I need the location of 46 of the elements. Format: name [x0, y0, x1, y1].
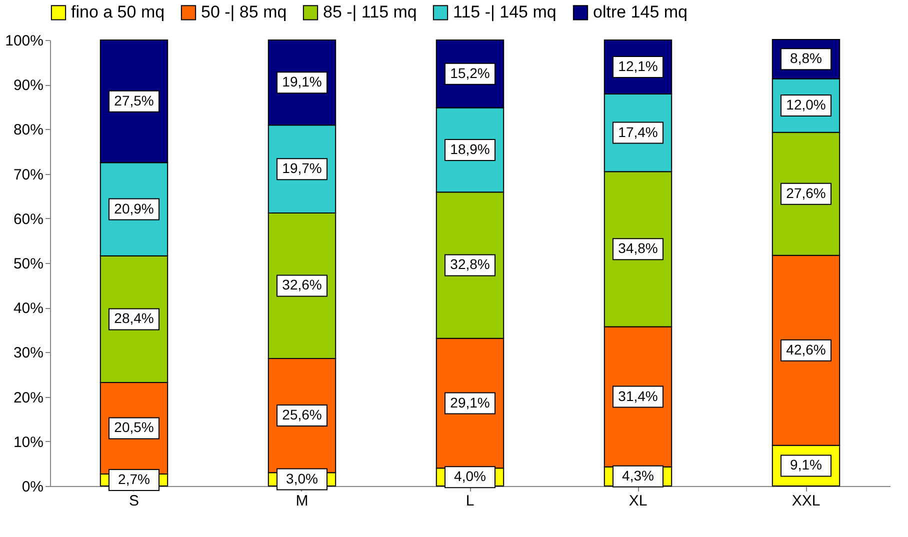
data-label: 19,1% — [282, 74, 322, 90]
data-label: 20,5% — [114, 419, 154, 436]
x-tick-label: M — [296, 492, 308, 510]
data-label: 32,8% — [450, 256, 490, 272]
y-tick-label: 0% — [22, 478, 44, 496]
data-label: 31,4% — [618, 388, 658, 404]
legend-label: oltre 145 mq — [593, 2, 688, 22]
y-tick-label: 100% — [5, 32, 44, 50]
y-tick-label: 20% — [13, 389, 44, 406]
data-label: 15,2% — [450, 64, 490, 81]
data-label: 9,1% — [790, 456, 822, 473]
data-label: 27,5% — [114, 92, 154, 108]
legend-label: 85 -| 115 mq — [323, 2, 417, 22]
legend-label: fino a 50 mq — [71, 2, 165, 22]
data-label: 3,0% — [286, 470, 318, 486]
data-label: 2,7% — [118, 470, 150, 487]
y-tick-label: 60% — [13, 210, 44, 228]
data-label: 17,4% — [618, 124, 658, 140]
x-tick-label: XXL — [792, 492, 820, 510]
x-tick-label: S — [128, 492, 140, 510]
data-label: 12,1% — [618, 58, 658, 74]
y-tick-label: 70% — [13, 166, 44, 184]
data-label: 34,8% — [618, 240, 658, 256]
data-label: 42,6% — [786, 341, 826, 358]
y-tick-label: 90% — [13, 77, 44, 94]
data-label: 12,0% — [786, 96, 826, 113]
data-label: 4,0% — [454, 468, 486, 484]
data-label: 4,3% — [622, 467, 654, 484]
data-label: 18,9% — [450, 140, 490, 157]
data-label: 27,6% — [786, 184, 826, 201]
y-tick-label: 80% — [13, 122, 44, 139]
y-tick-label: 50% — [13, 256, 44, 272]
data-label: 25,6% — [282, 406, 322, 423]
legend-label: 50 -| 85 mq — [201, 2, 287, 22]
data-label: 28,4% — [114, 310, 154, 326]
data-label: 20,9% — [114, 200, 154, 216]
x-tick-label: L — [466, 492, 474, 510]
data-label: 32,6% — [282, 276, 322, 293]
y-tick-label: 40% — [13, 300, 44, 318]
y-tick-label: 10% — [13, 434, 44, 451]
legend-label: 115 -| 145 mq — [453, 2, 556, 22]
data-label: 29,1% — [450, 394, 490, 410]
x-tick-label: XL — [628, 492, 648, 510]
data-label: 19,7% — [282, 160, 322, 176]
data-label: 8,8% — [790, 50, 822, 66]
y-tick-label: 30% — [13, 344, 44, 362]
